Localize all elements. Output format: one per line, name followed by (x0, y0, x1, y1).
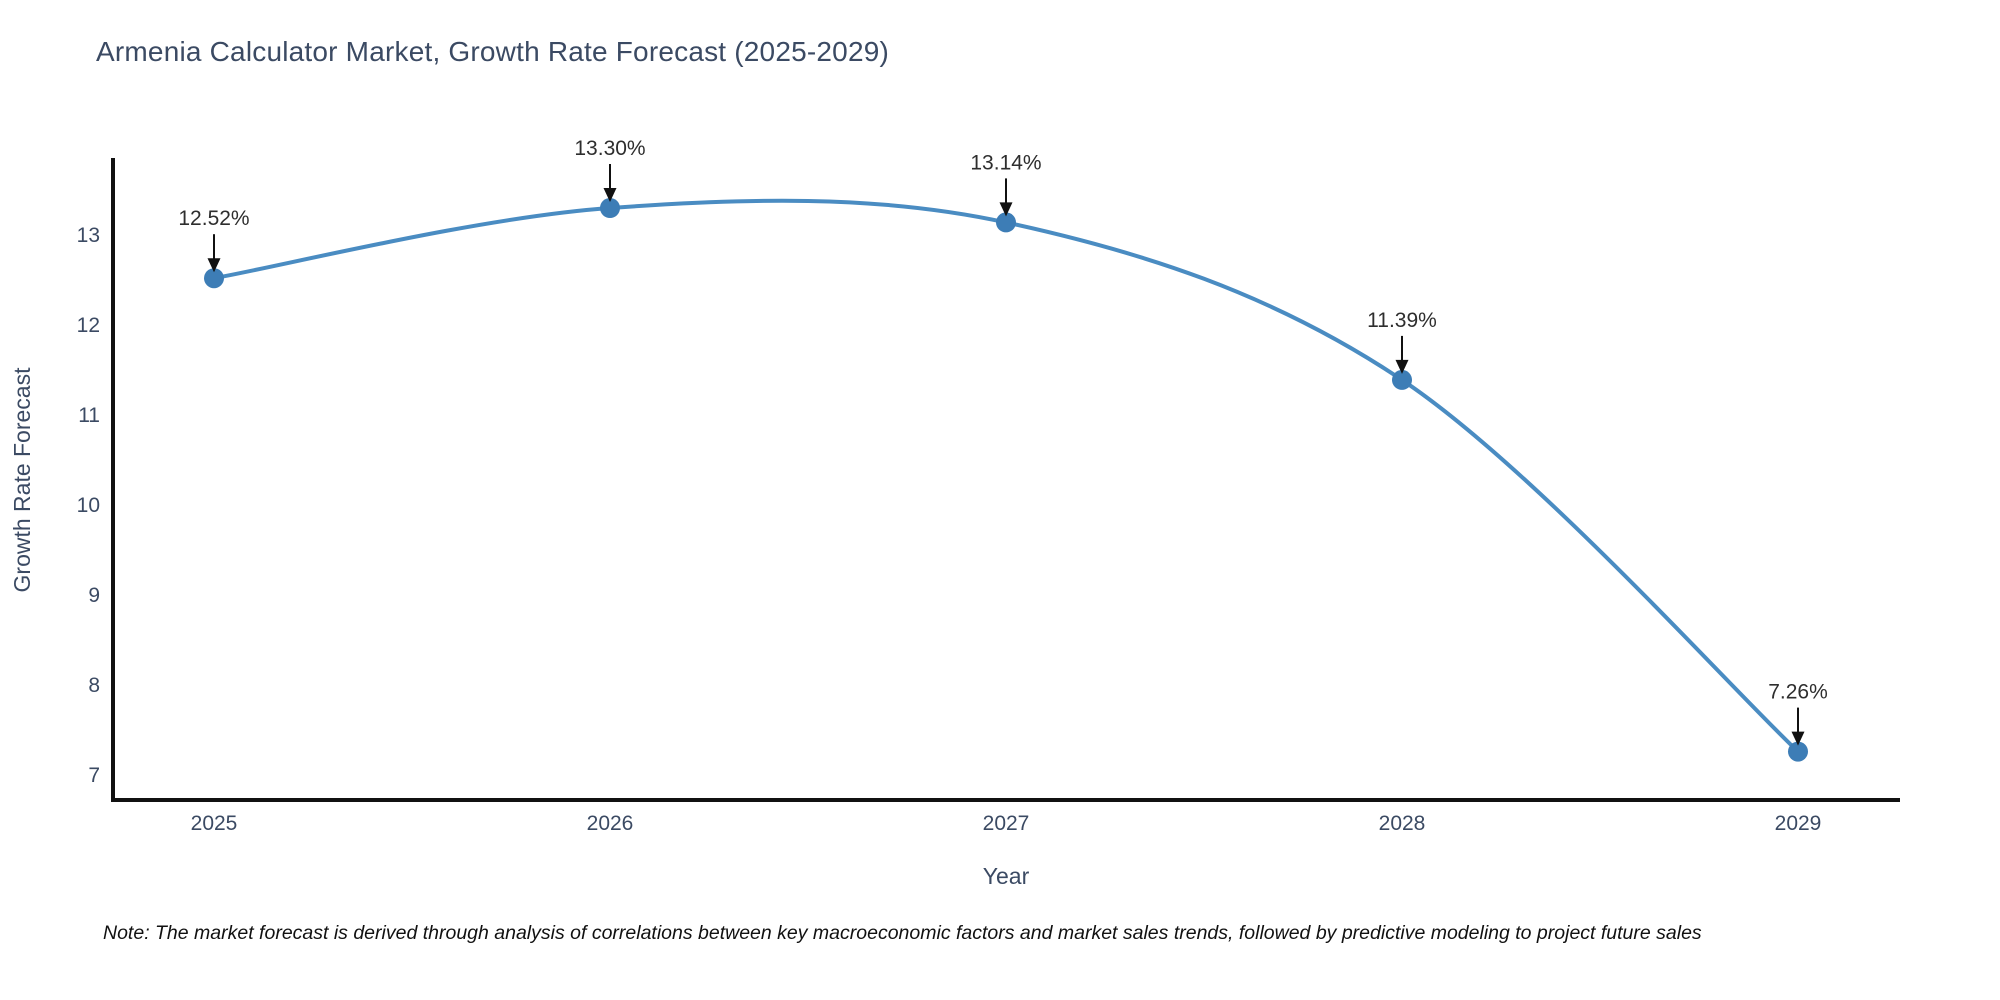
data-point-2029[interactable] (1788, 741, 1808, 762)
annotation-label-2029: 7.26% (1768, 681, 1828, 704)
y-tick-11: 11 (78, 404, 100, 427)
y-tick-labels-group: 7 8 9 10 11 12 13 (77, 224, 100, 787)
y-axis-title: Growth Rate Forecast (9, 367, 35, 593)
x-tick-labels-group: 2025 2026 2027 2028 2029 (191, 812, 1822, 835)
annotation-arrow-head-2028 (1395, 359, 1409, 374)
y-tick-13: 13 (77, 224, 100, 247)
annotation-label-2028: 11.39% (1367, 309, 1437, 332)
annotation-label-2026: 13.30% (574, 137, 645, 160)
annotations-group: 12.52% 13.30% 13.14% 11.39% 7.26% (178, 137, 1828, 746)
annotation-arrow-head-2029 (1791, 731, 1805, 746)
series-line (212, 198, 1800, 754)
x-tick-2025: 2025 (191, 812, 238, 835)
y-tick-12: 12 (77, 314, 100, 337)
chart-title: Armenia Calculator Market, Growth Rate F… (96, 36, 890, 67)
annotation-label-2025: 12.52% (178, 207, 249, 230)
data-points-group (204, 198, 1808, 762)
data-point-2026[interactable] (600, 198, 620, 218)
x-axis-title: Year (983, 863, 1030, 889)
y-tick-9: 9 (88, 584, 100, 607)
annotation-label-2027: 13.14% (970, 151, 1041, 174)
data-point-2028[interactable] (1392, 369, 1412, 390)
data-point-2027[interactable] (996, 212, 1016, 233)
y-tick-7: 7 (88, 764, 100, 787)
x-tick-2027: 2027 (983, 812, 1030, 835)
annotation-arrow-head-2025 (207, 258, 221, 273)
y-tick-8: 8 (88, 674, 100, 697)
footnote: Note: The market forecast is derived thr… (103, 922, 1702, 944)
x-tick-2029: 2029 (1775, 812, 1822, 835)
annotation-arrow-head-2027 (999, 202, 1013, 217)
y-tick-10: 10 (77, 494, 100, 517)
annotation-arrow-head-2026 (603, 188, 617, 202)
x-tick-2028: 2028 (1379, 812, 1426, 835)
data-point-2025[interactable] (204, 268, 224, 289)
x-tick-2026: 2026 (587, 812, 634, 835)
